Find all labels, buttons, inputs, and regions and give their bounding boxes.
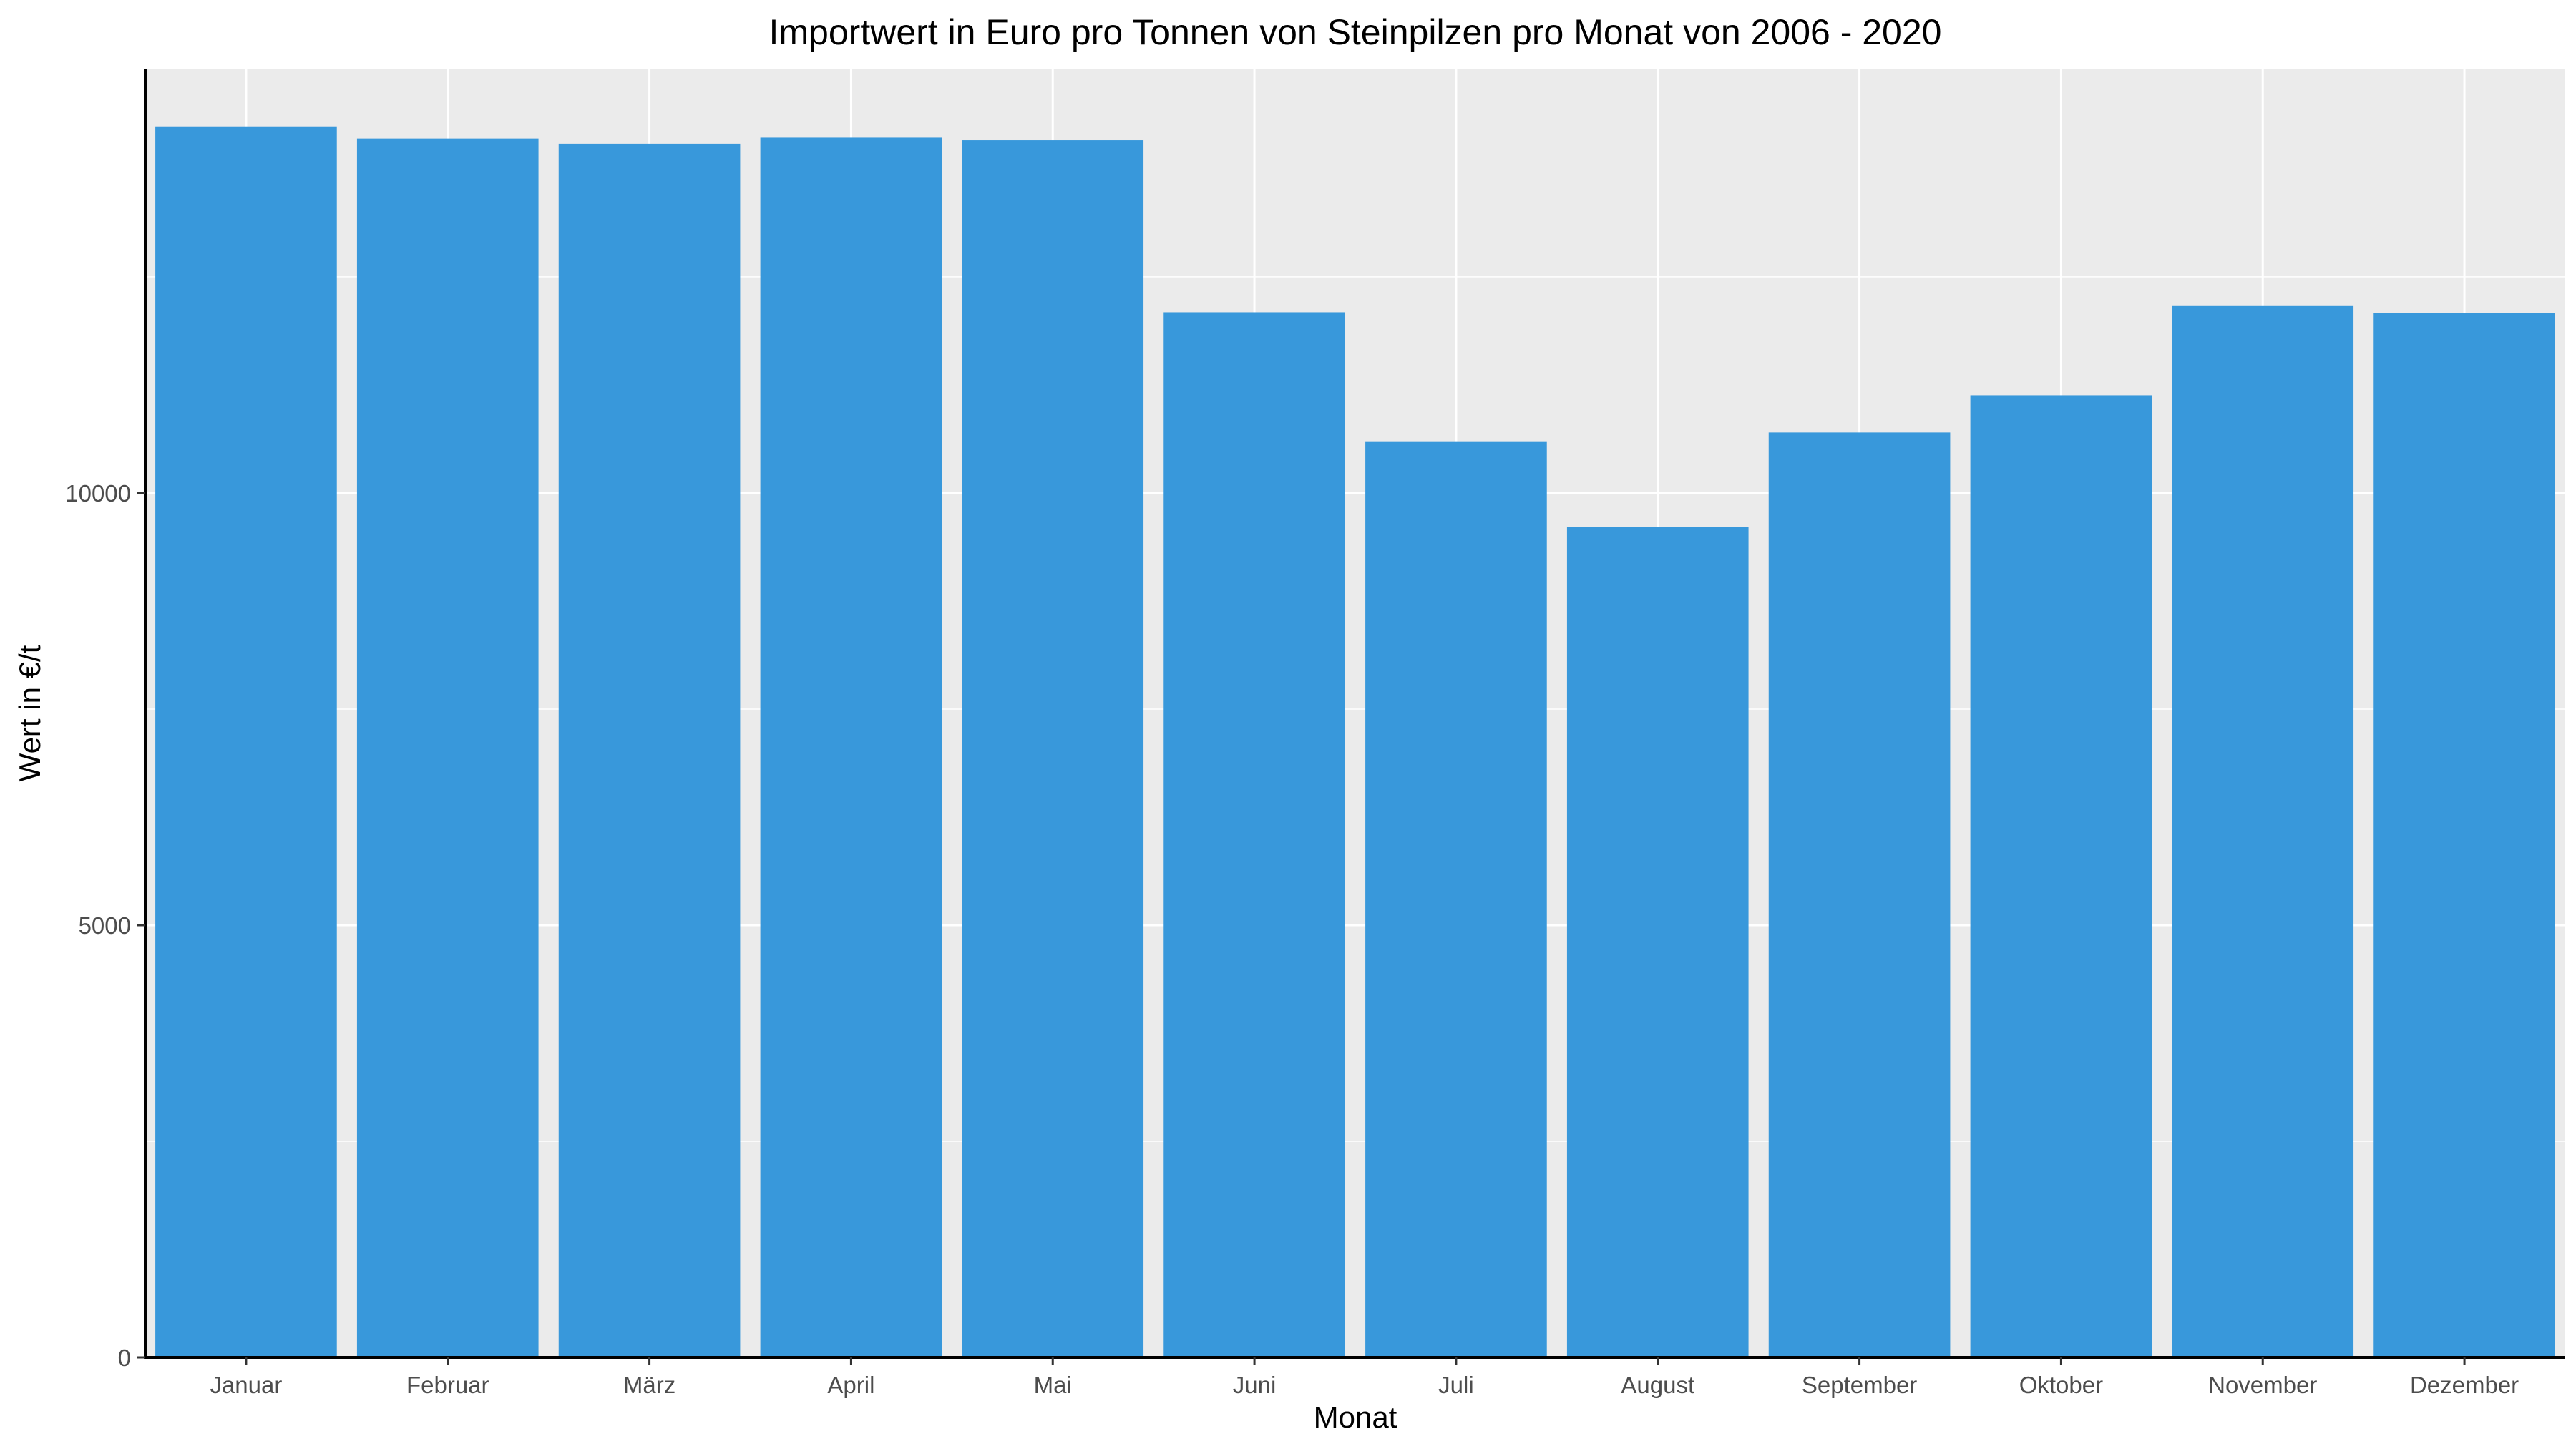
plot-panel xyxy=(145,69,2565,1357)
bars xyxy=(155,126,2555,1358)
bar-september xyxy=(1768,432,1951,1357)
x-tick-label: September xyxy=(1802,1372,1917,1398)
x-axis-title: Monat xyxy=(1314,1400,1397,1434)
bar-juni xyxy=(1163,312,1345,1357)
bar-august xyxy=(1566,527,1749,1357)
y-tick-label: 0 xyxy=(118,1345,131,1371)
y-axis-title: Wert in €/t xyxy=(13,645,47,781)
bar-mai xyxy=(962,140,1144,1357)
y-axis-ticks: 0 5000 10000 xyxy=(65,480,145,1371)
x-tick-label: Mai xyxy=(1034,1372,1072,1398)
bar-märz xyxy=(558,143,741,1358)
bar-januar xyxy=(155,126,337,1357)
bar-juli xyxy=(1365,441,1547,1357)
x-tick-label: März xyxy=(623,1372,675,1398)
x-tick-label: Januar xyxy=(210,1372,282,1398)
bar-februar xyxy=(356,138,539,1358)
x-tick-label: November xyxy=(2208,1372,2317,1398)
minor-gridlines xyxy=(145,276,2565,1142)
x-tick-label: Juni xyxy=(1233,1372,1277,1398)
x-tick-label: Dezember xyxy=(2410,1372,2519,1398)
x-axis-ticks: Januar Februar März April Mai Juni Juli August S… xyxy=(210,1357,2519,1398)
bar-dezember xyxy=(2373,313,2555,1357)
bar-oktober xyxy=(1970,395,2152,1357)
chart-title: Importwert in Euro pro Tonnen von Steinp… xyxy=(769,12,1942,52)
x-tick-label: Oktober xyxy=(2019,1372,2103,1398)
bar-november xyxy=(2172,305,2354,1358)
x-tick-label: August xyxy=(1621,1372,1694,1398)
bar-april xyxy=(760,137,942,1357)
x-tick-label: April xyxy=(827,1372,874,1398)
y-tick-label: 10000 xyxy=(65,480,131,507)
x-tick-label: Februar xyxy=(406,1372,489,1398)
x-tick-label: Juli xyxy=(1438,1372,1474,1398)
y-tick-label: 5000 xyxy=(79,912,131,939)
